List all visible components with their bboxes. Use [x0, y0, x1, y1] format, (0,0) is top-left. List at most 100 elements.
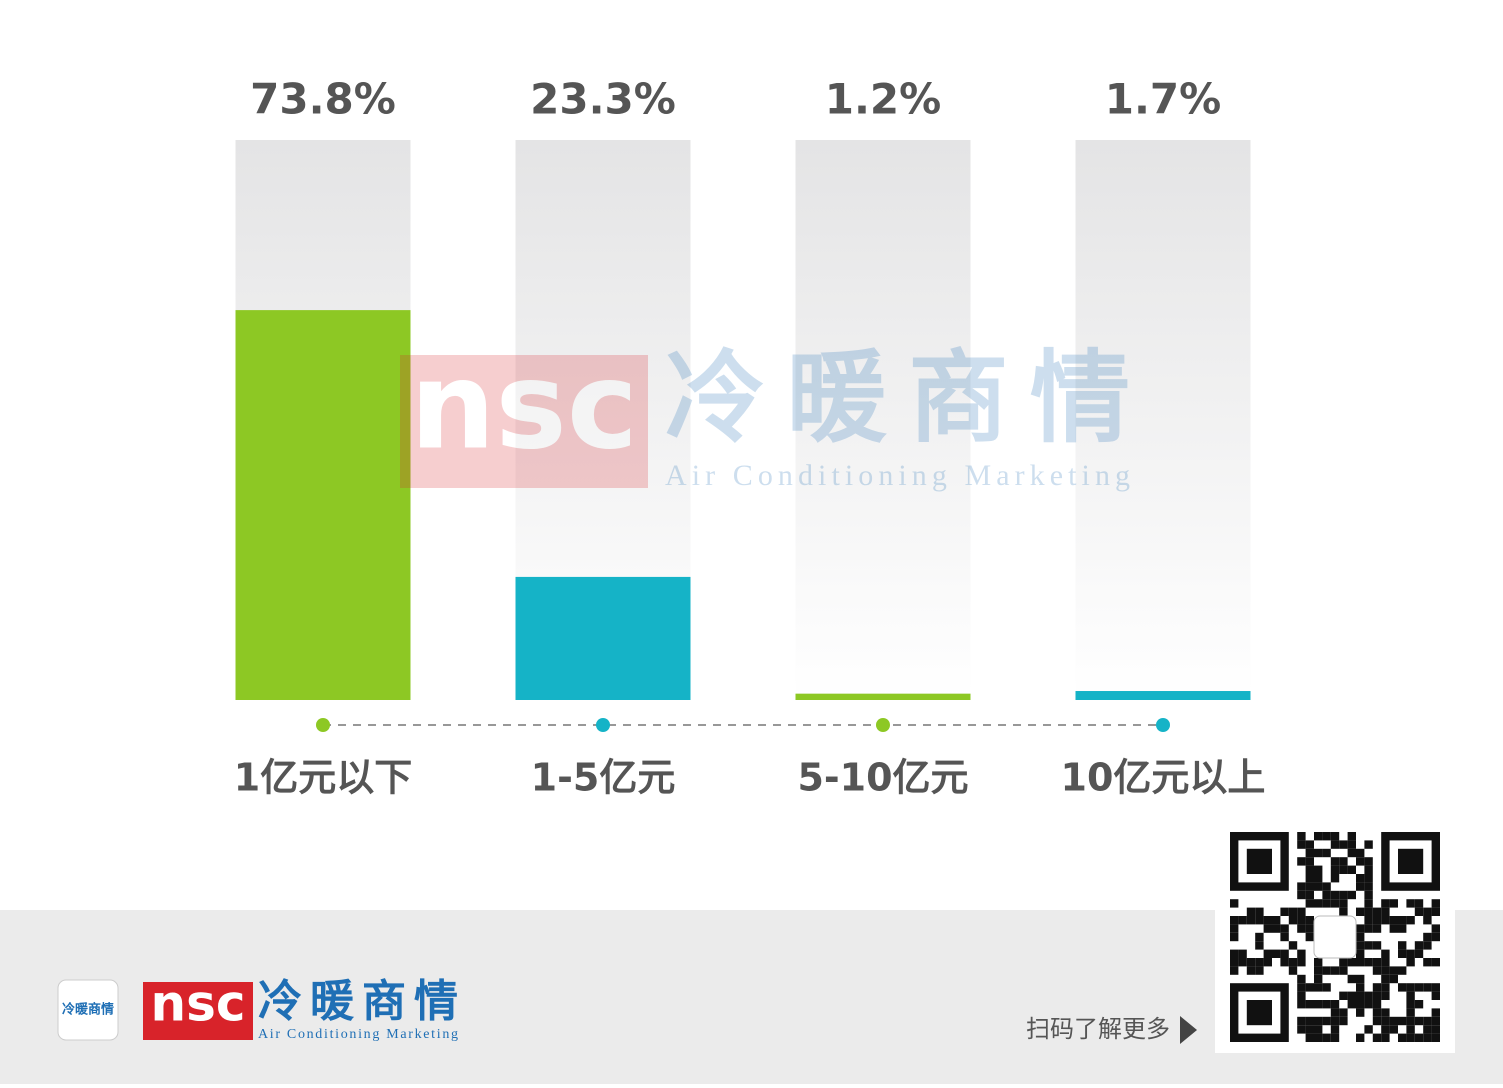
qr-module: [1322, 1033, 1331, 1042]
qr-finder: [1246, 1000, 1272, 1026]
qr-module: [1364, 1025, 1373, 1034]
qr-module: [1431, 1033, 1440, 1042]
qr-module: [1246, 958, 1256, 967]
qr-module: [1356, 932, 1365, 942]
qr-module: [1406, 916, 1415, 925]
qr-module: [1364, 890, 1373, 900]
qr-module: [1297, 949, 1306, 958]
qr-module: [1431, 899, 1440, 908]
qr-module: [1372, 983, 1382, 992]
qr-module: [1322, 882, 1331, 891]
qr-module: [1314, 848, 1323, 858]
qr-module: [1280, 907, 1289, 916]
qr-module: [1364, 874, 1373, 883]
qr-module: [1297, 958, 1306, 967]
qr-module: [1305, 899, 1314, 908]
qr-module: [1280, 932, 1289, 942]
qr-module: [1272, 949, 1281, 958]
watermark-tagline: Air Conditioning Marketing: [665, 459, 1130, 492]
qr-module: [1330, 857, 1340, 866]
qr-module: [1230, 966, 1239, 975]
qr-module: [1238, 916, 1247, 925]
qr-module: [1423, 1025, 1432, 1034]
qr-module: [1414, 1016, 1424, 1026]
qr-module: [1414, 1000, 1424, 1009]
qr-module: [1305, 890, 1314, 900]
qr-module: [1347, 974, 1356, 984]
qr-module: [1381, 983, 1390, 992]
bar: [1075, 691, 1251, 700]
qr-module: [1364, 865, 1373, 874]
qr-module: [1389, 966, 1398, 975]
qr-module: [1356, 874, 1365, 883]
qr-module: [1230, 924, 1239, 933]
qr-module: [1238, 958, 1247, 967]
qr-module: [1305, 1025, 1314, 1034]
qr-module: [1305, 848, 1314, 858]
qr-module: [1339, 1008, 1348, 1017]
qr-module: [1330, 1016, 1340, 1026]
qr-module: [1305, 1016, 1314, 1026]
qr-module: [1356, 848, 1365, 858]
qr-module: [1322, 966, 1331, 975]
watermark: nsc 冷暖商情 Air Conditioning Marketing: [400, 338, 1130, 492]
qr-module: [1364, 899, 1373, 908]
watermark-logo: nsc: [410, 338, 638, 477]
qr-module: [1297, 1025, 1306, 1034]
qr-module: [1305, 865, 1314, 874]
watermark-logo-box: [400, 355, 648, 488]
qr-module: [1406, 949, 1415, 958]
qr-module: [1414, 1033, 1424, 1042]
qr-module: [1356, 882, 1365, 891]
qr-module: [1230, 899, 1239, 908]
qr-module: [1414, 941, 1424, 950]
qr-module: [1364, 991, 1373, 1000]
qr-module: [1314, 1016, 1323, 1026]
qr-module: [1255, 907, 1264, 916]
qr-module: [1398, 966, 1407, 975]
qr-module: [1330, 1008, 1340, 1017]
qr-module: [1314, 865, 1323, 874]
qr-module: [1431, 991, 1440, 1000]
qr-module: [1372, 1016, 1382, 1026]
qr-module: [1414, 949, 1424, 958]
qr-module: [1364, 840, 1373, 849]
qr-module: [1398, 1016, 1407, 1026]
qr-module: [1381, 958, 1390, 967]
qr-module: [1297, 890, 1306, 900]
qr-module: [1381, 1008, 1390, 1017]
qr-module: [1356, 941, 1365, 950]
qr-module: [1305, 1000, 1314, 1009]
qr-module: [1347, 890, 1356, 900]
axis-dot: [1156, 718, 1170, 732]
qr-module: [1381, 899, 1390, 908]
qr-module: [1263, 924, 1272, 933]
qr-module: [1305, 1033, 1314, 1042]
qr-module: [1246, 966, 1256, 975]
x-tick-label: 10亿元以上: [1061, 756, 1266, 800]
qr-module: [1414, 899, 1424, 908]
qr-module: [1364, 857, 1373, 866]
qr-module: [1330, 899, 1340, 908]
x-tick-label: 1-5亿元: [531, 756, 676, 800]
value-label: 1.7%: [1105, 75, 1221, 124]
qr-module: [1381, 1016, 1390, 1026]
qr-module: [1431, 958, 1440, 967]
qr-module: [1339, 840, 1348, 849]
qr-module: [1431, 983, 1440, 992]
x-tick-label: 1亿元以下: [234, 756, 412, 800]
brand-tagline: Air Conditioning Marketing: [258, 1027, 458, 1042]
qr-module: [1330, 1025, 1340, 1034]
qr-module: [1356, 949, 1365, 958]
qr-module: [1288, 941, 1298, 950]
qr-module: [1347, 1000, 1356, 1009]
qr-module: [1322, 1016, 1331, 1026]
qr-module: [1406, 1033, 1415, 1042]
qr-module: [1431, 1008, 1440, 1017]
qr-module: [1356, 991, 1365, 1000]
qr-module: [1305, 916, 1314, 925]
bar-track: [795, 140, 971, 700]
qr-module: [1238, 949, 1247, 958]
